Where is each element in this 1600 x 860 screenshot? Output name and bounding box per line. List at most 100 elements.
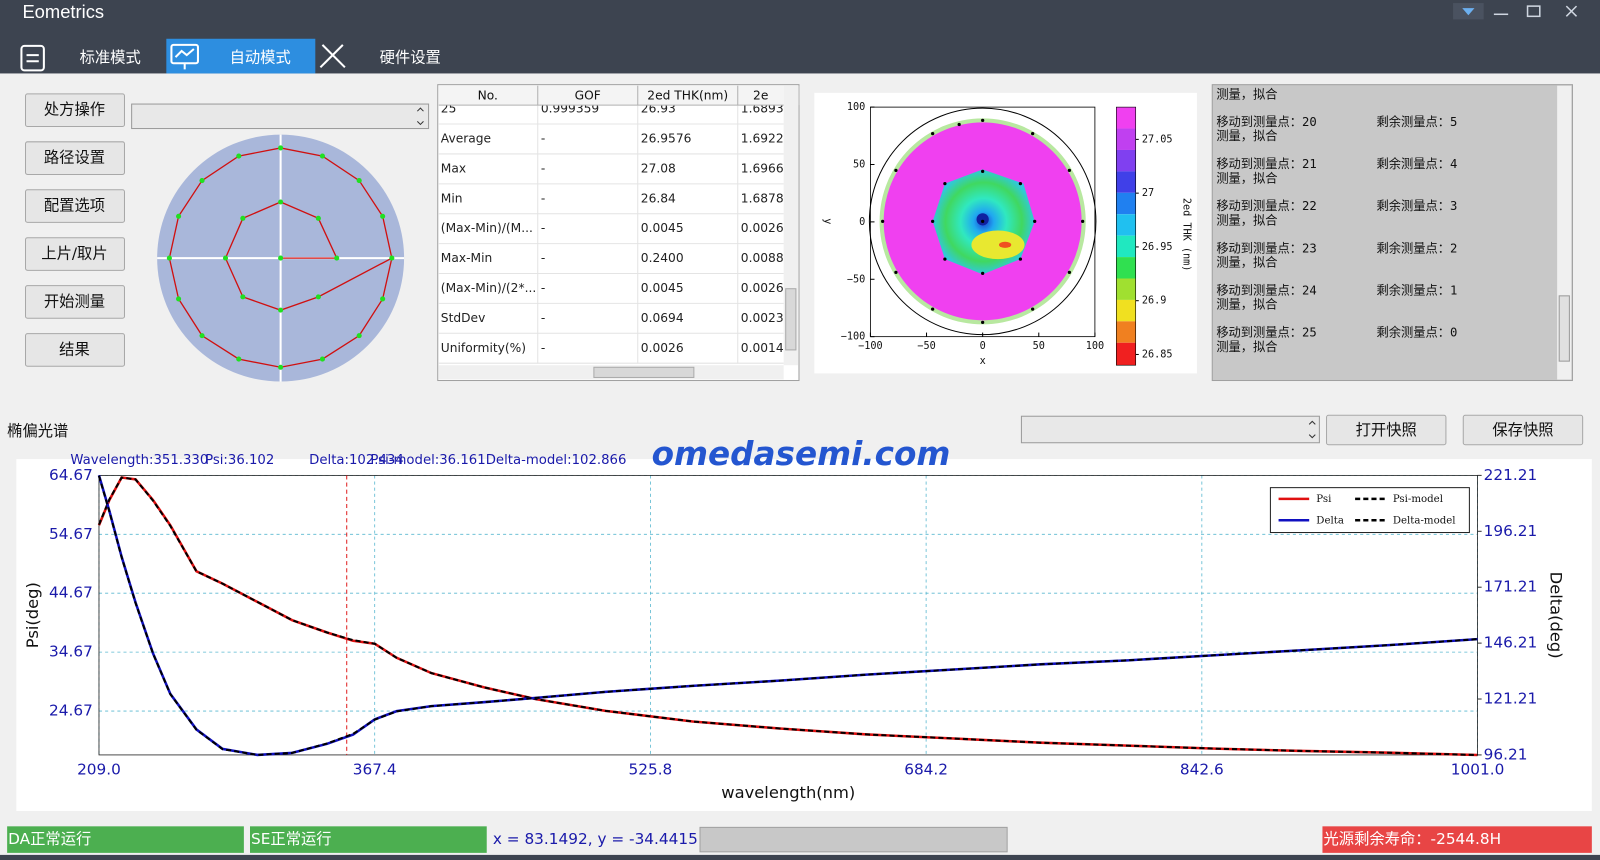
colorbar-tick-label: 26.9 — [1142, 296, 1167, 307]
combo-arrow — [1308, 420, 1316, 439]
colorbar-label: 2ed THK (nm) — [1181, 198, 1192, 272]
y-tick-label: 34.67 — [49, 643, 93, 661]
y2-axis-label: Delta(deg) — [1547, 572, 1566, 659]
table-cell: 27.08 — [641, 161, 676, 175]
tab-icons — [20, 43, 346, 72]
table-header-cell: 2ed THK(nm) — [647, 88, 728, 102]
lamp-status: 光源剩余寿命：-2544.8H — [1323, 830, 1501, 848]
log-move: 移动到测量点：25 — [1216, 326, 1316, 340]
table-cell: - — [541, 251, 545, 265]
maximize-button[interactable] — [1526, 5, 1541, 18]
log-status: 测量，拟合 — [1216, 170, 1277, 185]
y2-tick-label: 96.21 — [1484, 745, 1528, 763]
table-cell: 26.84 — [641, 191, 676, 205]
path-diagram — [157, 134, 405, 382]
log-move: 移动到测量点：23 — [1216, 241, 1316, 255]
plot-frame — [98, 474, 1478, 756]
snapshot-combo[interactable] — [1020, 415, 1320, 444]
colorbar-tick-label: 27 — [1142, 188, 1154, 199]
y-tick-label: 44.67 — [49, 584, 93, 602]
log-remain: 剩余测量点：0 — [1377, 325, 1458, 340]
side-button[interactable] — [25, 93, 125, 128]
y-tick-label: 24.67 — [49, 702, 93, 720]
table-cell: (Max-Min)/(2*... — [441, 281, 536, 295]
table-cell: Min — [441, 191, 463, 205]
side-button[interactable] — [25, 141, 125, 175]
h-scroll-thumb[interactable] — [593, 366, 695, 378]
table-cell: 1.6893 — [741, 102, 784, 116]
readout: Wavelength:351.330 — [70, 453, 208, 468]
colorbar-tick-label: 26.85 — [1142, 349, 1173, 360]
log-remain: 剩余测量点：4 — [1377, 156, 1458, 171]
log-remain: 剩余测量点：3 — [1377, 198, 1458, 213]
table-header: No. GOF 2ed THK(nm) 2e — [438, 85, 800, 106]
table-header-cell: 2e — [753, 88, 768, 102]
table-body: 25 0.999359 26.93 1.6893 Average - 26.9576 1.69… — [438, 102, 784, 364]
x-tick-label: −50 — [917, 341, 935, 352]
table-cell: 1.6922 — [741, 132, 784, 146]
x-tick-label: 0 — [980, 341, 986, 352]
side-button-label: 上片/取片 — [41, 245, 107, 263]
y-axis-label: Psi(deg) — [23, 582, 42, 648]
table-cell: 26.93 — [641, 102, 676, 116]
table-cell: 0.0026 — [741, 221, 784, 235]
thickness-map: −100 −50 0 50 100 −100 −50 0 50 100 26.85 26.9 26.95… — [822, 102, 1192, 367]
table-cell: 25 — [441, 102, 457, 116]
log-move: 移动到测量点：20 — [1216, 115, 1316, 129]
table-cell: 0.0045 — [641, 281, 684, 295]
map-points — [881, 118, 1085, 325]
log-status: 测量，拟合 — [1216, 212, 1277, 227]
table-cell: 0.0694 — [641, 311, 684, 325]
y-tick-label: 54.67 — [49, 525, 93, 543]
series-line — [98, 476, 1478, 757]
legend-label: Psi — [1316, 494, 1332, 505]
map-hot-spot — [998, 241, 1012, 248]
table-cell: 26.9576 — [641, 132, 692, 146]
side-button[interactable] — [25, 237, 125, 271]
log-status: 测量，拟合 — [1216, 128, 1277, 143]
table-cell: Max-Min — [441, 251, 492, 265]
x-tick-label: −100 — [858, 341, 883, 352]
side-button[interactable] — [25, 189, 125, 223]
side-button-label: 路径设置 — [44, 149, 105, 167]
legend-box — [1269, 487, 1470, 534]
x-tick-label: 525.8 — [629, 761, 673, 779]
table-cell: 0.0026 — [741, 281, 784, 295]
table-cell: - — [541, 132, 545, 146]
table-cell: 0.2400 — [641, 251, 684, 265]
snapshot-button-label: 打开快照 — [1356, 421, 1417, 439]
log-move: 移动到测量点：24 — [1216, 283, 1316, 297]
tab-icon — [319, 44, 346, 69]
legend-label: Psi-model — [1393, 494, 1443, 505]
colorbar-tick-label: 26.95 — [1142, 242, 1173, 253]
log-scroll-thumb[interactable] — [1558, 295, 1570, 362]
log-remain: 剩余测量点：2 — [1377, 240, 1458, 255]
tab-icon — [26, 54, 39, 63]
legend-label: Delta — [1316, 515, 1344, 526]
log-status: 测量，拟合 — [1216, 297, 1277, 312]
snapshot-button[interactable] — [1462, 414, 1584, 446]
table-cell: - — [541, 161, 545, 175]
recipe-combo[interactable] — [131, 103, 430, 130]
table-frame — [437, 84, 800, 382]
table-cell: 0.0088 — [741, 251, 784, 265]
v-scroll-thumb[interactable] — [785, 288, 797, 351]
table-cell: 0.0014 — [741, 341, 784, 355]
table-cell: 0.0026 — [641, 341, 684, 355]
snapshot-button[interactable] — [1326, 414, 1447, 446]
y2-tick-label: 221.21 — [1484, 466, 1538, 484]
close-button[interactable] — [1565, 5, 1578, 17]
window-controls — [1453, 3, 1578, 20]
readout: Delta:102.434 — [309, 453, 404, 468]
y-tick-label: −100 — [841, 332, 866, 343]
log-panel — [1211, 84, 1573, 382]
table-cell: Average — [441, 132, 491, 146]
side-button[interactable] — [25, 285, 125, 319]
y-tick-label: −50 — [847, 274, 865, 285]
side-button[interactable] — [25, 333, 125, 367]
y-tick-label: 100 — [847, 102, 865, 113]
table-cell: 0.0045 — [641, 221, 684, 235]
x-tick-label: 1001.0 — [1451, 761, 1505, 779]
